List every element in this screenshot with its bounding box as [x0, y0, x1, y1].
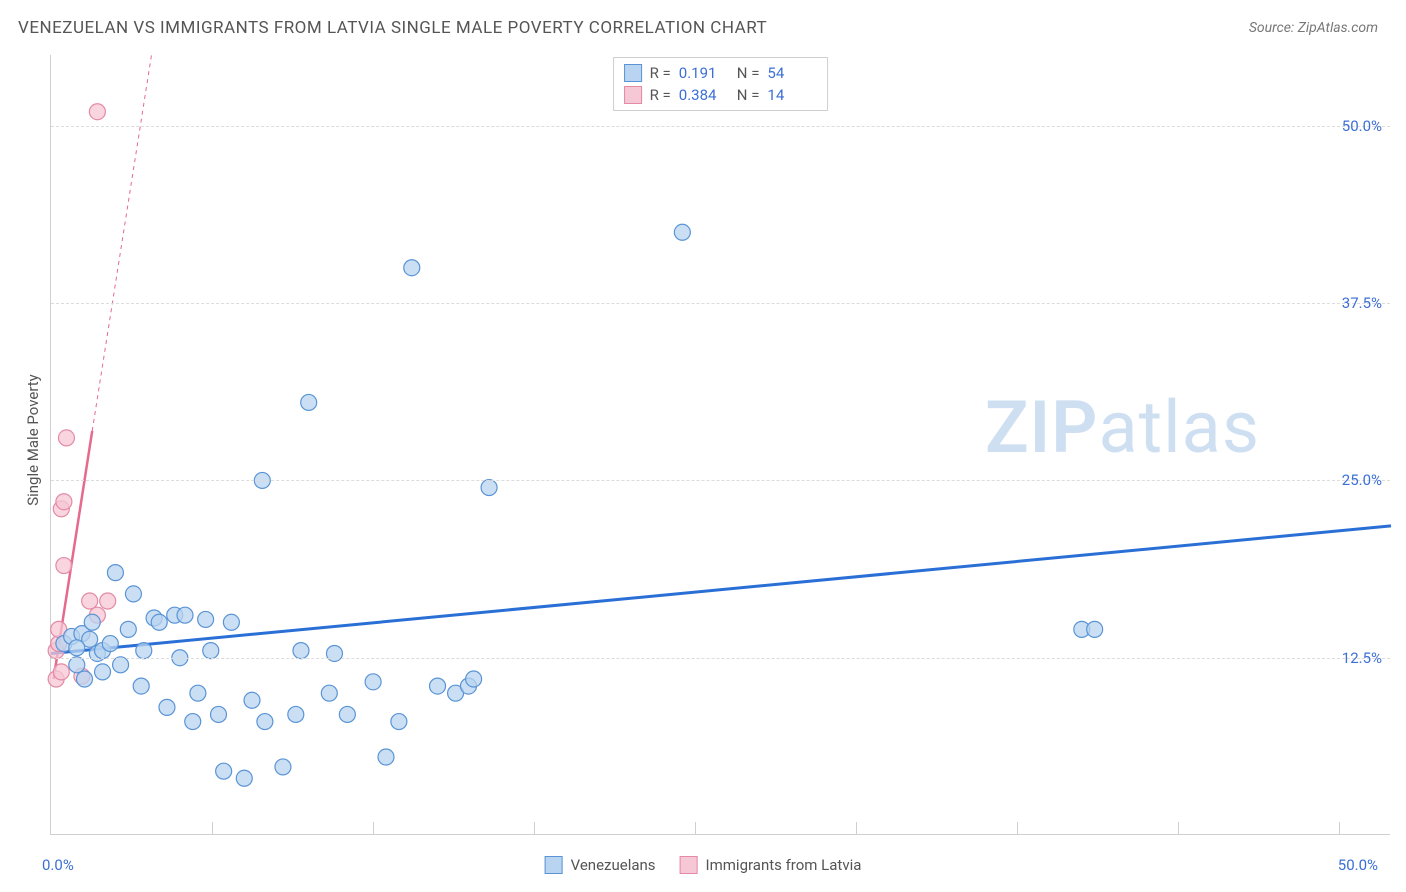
- series-legend-item: Venezuelans: [545, 856, 656, 874]
- data-point: [133, 678, 149, 694]
- legend-swatch-icon: [680, 856, 698, 874]
- data-point: [159, 699, 175, 715]
- data-point: [216, 763, 232, 779]
- data-point: [211, 706, 227, 722]
- data-point: [185, 714, 201, 730]
- data-point: [244, 692, 260, 708]
- x-tick-mark: [856, 822, 857, 834]
- data-point: [1087, 621, 1103, 637]
- series-label: Venezuelans: [571, 856, 656, 874]
- data-point: [136, 643, 152, 659]
- legend-swatch-icon: [545, 856, 563, 874]
- stats-legend-row: R = 0.191 N = 54: [624, 62, 818, 84]
- x-tick-mark: [534, 822, 535, 834]
- data-point: [89, 104, 105, 120]
- data-point: [100, 593, 116, 609]
- data-point: [82, 593, 98, 609]
- data-point: [223, 614, 239, 630]
- y-axis-tick: 50.0%: [1342, 117, 1382, 135]
- gridline: [51, 480, 1390, 481]
- n-value: 14: [767, 86, 817, 104]
- x-tick-mark: [1339, 822, 1340, 834]
- series-label: Immigrants from Latvia: [706, 856, 862, 874]
- y-axis-tick: 37.5%: [1342, 294, 1382, 312]
- data-point: [236, 770, 252, 786]
- series-legend: Venezuelans Immigrants from Latvia: [545, 856, 862, 874]
- data-point: [466, 671, 482, 687]
- data-point: [102, 636, 118, 652]
- chart-source: Source: ZipAtlas.com: [1249, 20, 1378, 36]
- data-point: [674, 224, 690, 240]
- r-label: R =: [650, 64, 671, 82]
- data-point: [56, 494, 72, 510]
- gridline: [51, 303, 1390, 304]
- y-axis-label: Single Male Poverty: [24, 374, 42, 506]
- x-tick-mark: [1178, 822, 1179, 834]
- n-label: N =: [737, 86, 760, 104]
- trendline: [51, 526, 1391, 654]
- data-point: [198, 611, 214, 627]
- n-value: 54: [767, 64, 817, 82]
- r-label: R =: [650, 86, 671, 104]
- data-point: [69, 640, 85, 656]
- r-value: 0.191: [679, 64, 729, 82]
- data-point: [125, 586, 141, 602]
- x-axis-tick-max: 50.0%: [1338, 856, 1378, 874]
- data-point: [321, 685, 337, 701]
- data-point: [339, 706, 355, 722]
- data-point: [293, 643, 309, 659]
- data-point: [113, 657, 129, 673]
- x-tick-mark: [373, 822, 374, 834]
- chart-title: VENEZUELAN VS IMMIGRANTS FROM LATVIA SIN…: [18, 18, 767, 38]
- data-point: [58, 430, 74, 446]
- x-tick-mark: [1017, 822, 1018, 834]
- data-point: [107, 565, 123, 581]
- stats-legend-row: R = 0.384 N = 14: [624, 84, 818, 106]
- data-point: [301, 394, 317, 410]
- data-point: [56, 558, 72, 574]
- scatter-svg: [51, 55, 1390, 834]
- data-point: [84, 614, 100, 630]
- data-point: [190, 685, 206, 701]
- data-point: [151, 614, 167, 630]
- y-axis-tick: 25.0%: [1342, 471, 1382, 489]
- series-legend-item: Immigrants from Latvia: [680, 856, 862, 874]
- data-point: [430, 678, 446, 694]
- x-tick-mark: [212, 822, 213, 834]
- data-point: [120, 621, 136, 637]
- data-point: [288, 706, 304, 722]
- data-point: [69, 657, 85, 673]
- data-point: [326, 645, 342, 661]
- data-point: [378, 749, 394, 765]
- legend-swatch-icon: [624, 86, 642, 104]
- n-label: N =: [737, 64, 760, 82]
- legend-swatch-icon: [624, 64, 642, 82]
- r-value: 0.384: [679, 86, 729, 104]
- x-tick-mark: [695, 822, 696, 834]
- gridline: [51, 658, 1390, 659]
- data-point: [275, 759, 291, 775]
- gridline: [51, 126, 1390, 127]
- stats-legend: R = 0.191 N = 54 R = 0.384 N = 14: [613, 57, 829, 111]
- data-point: [177, 607, 193, 623]
- data-point: [203, 643, 219, 659]
- data-point: [481, 480, 497, 496]
- data-point: [391, 714, 407, 730]
- data-point: [77, 671, 93, 687]
- data-point: [365, 674, 381, 690]
- data-point: [257, 714, 273, 730]
- chart-plot-area: R = 0.191 N = 54 R = 0.384 N = 14 ZIPatl…: [50, 55, 1390, 835]
- x-axis-tick-min: 0.0%: [42, 856, 74, 874]
- y-axis-tick: 12.5%: [1342, 649, 1382, 667]
- data-point: [95, 664, 111, 680]
- data-point: [404, 260, 420, 276]
- data-point: [53, 664, 69, 680]
